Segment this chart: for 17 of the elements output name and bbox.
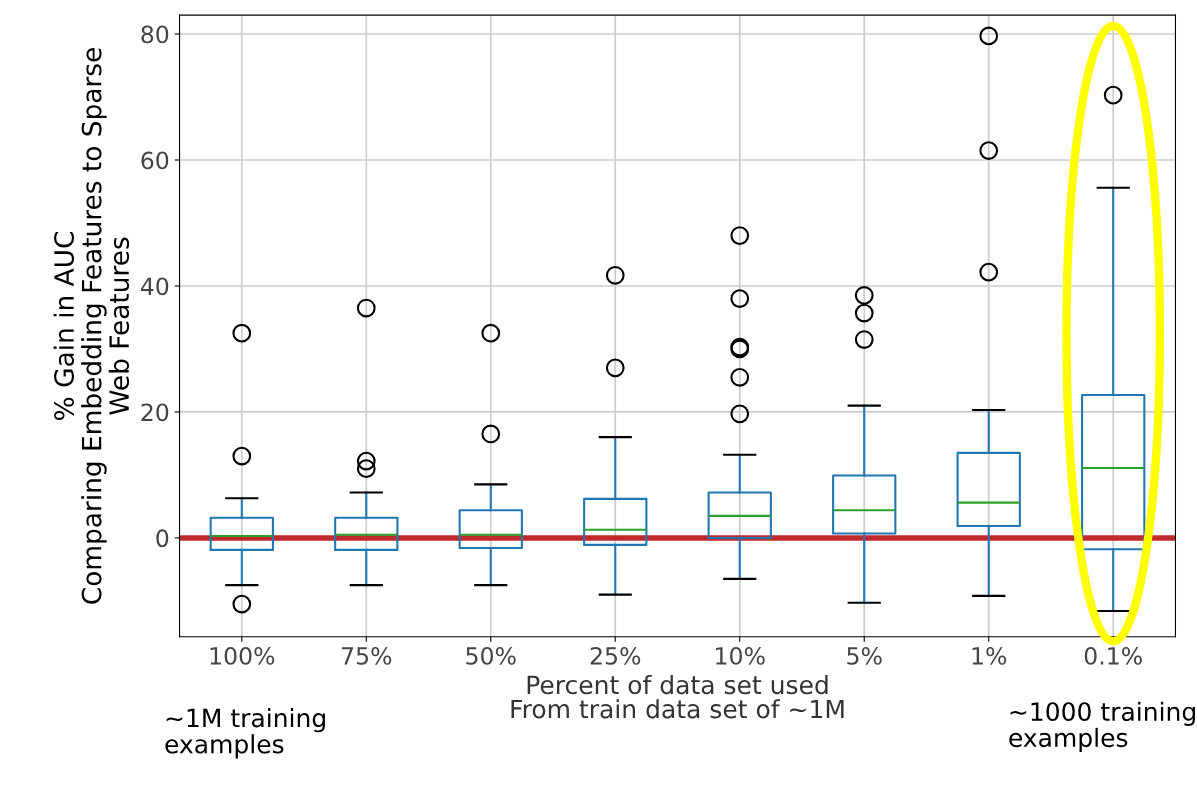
x-tick-label: 10% xyxy=(716,646,765,665)
x-tick-label: 1% xyxy=(972,646,1007,665)
x-tick-label: 50% xyxy=(466,646,516,665)
text: ~1M training examples xyxy=(165,708,325,759)
y-tick-label: 20 xyxy=(141,403,169,422)
text: ~1000 training examples xyxy=(1009,701,1195,753)
x-tick-label: 0.1% xyxy=(1084,646,1142,665)
x-tick-label: 100% xyxy=(210,646,275,665)
y-axis-title: % Gain in AUC Comparing Embedding Features to Sparse Web Features xyxy=(53,48,130,604)
x-tick-label: 25% xyxy=(590,646,641,665)
y-tick-label: 0 xyxy=(156,529,169,548)
x-tick-label: 5% xyxy=(847,646,882,665)
y-tick-label: 60 xyxy=(141,151,169,170)
y-tick-label: 40 xyxy=(140,277,169,296)
x-tick-label: 75% xyxy=(341,646,392,665)
y-tick-label: 80 xyxy=(141,25,169,44)
x-axis-title: Percent of data set used From train data set of ~1M xyxy=(511,674,844,719)
